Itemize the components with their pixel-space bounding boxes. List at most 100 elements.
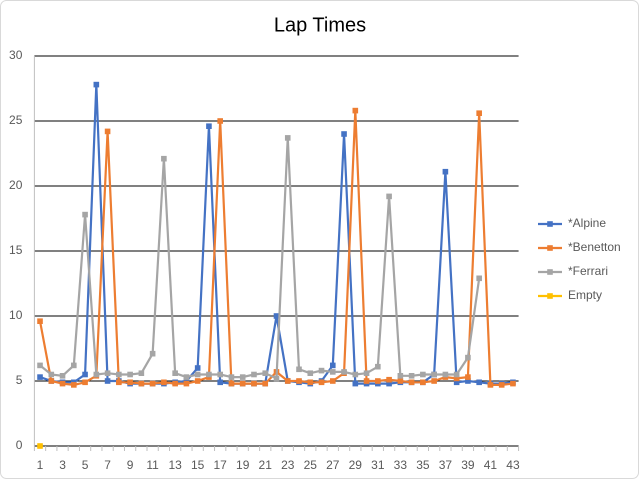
series-marker [284, 135, 291, 141]
series-marker [93, 81, 100, 88]
x-tick-label: 7 [104, 458, 111, 472]
y-tick-label: 30 [9, 48, 23, 62]
y-tick-label: 25 [9, 113, 23, 127]
series-marker [194, 371, 201, 378]
series-marker [104, 378, 111, 384]
series-marker [82, 371, 88, 378]
series-marker [172, 380, 178, 387]
series-marker [37, 443, 43, 449]
series-marker [251, 371, 257, 378]
series-marker [510, 380, 516, 387]
series-marker [329, 378, 336, 384]
legend-label: *Alpine [568, 216, 606, 230]
series-marker [251, 380, 257, 387]
series-marker [183, 374, 190, 380]
y-tick-label: 10 [9, 308, 23, 322]
x-tick-label: 35 [416, 458, 430, 472]
x-tick-label: 43 [506, 458, 520, 472]
series-marker [363, 370, 370, 376]
series-marker [71, 382, 77, 388]
series-marker [408, 373, 415, 379]
x-tick-label: 25 [304, 458, 318, 472]
x-tick-label: 5 [82, 458, 89, 472]
series-marker [420, 371, 426, 378]
series-marker [37, 362, 43, 369]
series-marker [408, 379, 415, 386]
series-marker [341, 131, 347, 137]
series-marker [149, 380, 156, 387]
x-tick-label: 9 [127, 458, 134, 472]
series-marker [318, 367, 325, 374]
series-marker [318, 379, 325, 386]
x-tick-label: 11 [146, 458, 159, 472]
series-marker [465, 354, 471, 361]
series-marker [206, 371, 212, 378]
series-marker [465, 374, 471, 380]
series-marker [194, 365, 201, 371]
series-line [39, 136, 481, 380]
series-marker [48, 371, 55, 378]
x-tick-label: 13 [168, 458, 182, 472]
series-marker [329, 362, 336, 369]
x-tick-label: 23 [281, 458, 295, 472]
x-tick-label: 41 [484, 458, 498, 472]
series-marker [487, 382, 494, 388]
x-tick-label: 39 [461, 458, 475, 472]
y-tick-label: 15 [9, 243, 23, 257]
series-marker [37, 318, 43, 324]
legend-label: *Ferrari [568, 264, 608, 278]
series-marker [217, 371, 223, 378]
x-tick-label: 21 [259, 458, 273, 472]
series-marker [476, 379, 482, 386]
series-marker [206, 123, 212, 129]
series-marker [116, 379, 122, 386]
x-tick-label: 15 [191, 458, 205, 472]
x-tick-label: 3 [59, 458, 66, 472]
series-marker [59, 380, 66, 387]
series-marker [498, 382, 505, 388]
series-marker [138, 380, 145, 387]
series-marker [453, 375, 460, 382]
x-tick-label: 33 [394, 458, 408, 472]
series-marker [239, 380, 246, 387]
series-marker [341, 369, 347, 375]
series-marker [262, 370, 269, 376]
y-tick-label: 20 [9, 178, 23, 192]
series-marker [138, 370, 145, 376]
series-marker [307, 379, 314, 386]
series-marker [431, 378, 437, 384]
series-marker [82, 379, 88, 386]
x-tick-label: 31 [371, 458, 385, 472]
series-marker [397, 373, 404, 379]
series-marker [37, 374, 43, 380]
legend-marker [547, 245, 553, 251]
legend-label: Empty [568, 288, 602, 302]
series-marker [239, 374, 246, 380]
series-marker [442, 371, 449, 378]
series-marker [93, 371, 100, 378]
series-marker [127, 379, 133, 386]
x-tick-label: 29 [349, 458, 363, 472]
series-marker [273, 375, 280, 382]
series-marker [352, 371, 359, 378]
legend-marker [547, 221, 553, 227]
series-marker [183, 380, 190, 387]
series-marker [363, 378, 370, 384]
series-marker [228, 374, 235, 380]
series-marker [386, 193, 392, 200]
series-marker [296, 378, 302, 384]
series-marker [397, 378, 404, 384]
series-marker [149, 350, 156, 357]
x-tick-label: 19 [236, 458, 250, 472]
series-marker [194, 378, 201, 384]
series-marker [352, 107, 359, 114]
series-marker [217, 118, 223, 124]
series-marker [262, 380, 269, 387]
series-marker [453, 379, 460, 386]
series-marker [465, 378, 471, 384]
series-marker [453, 371, 460, 378]
series-marker [352, 380, 359, 387]
series-marker [116, 371, 122, 378]
series-marker [431, 371, 437, 378]
